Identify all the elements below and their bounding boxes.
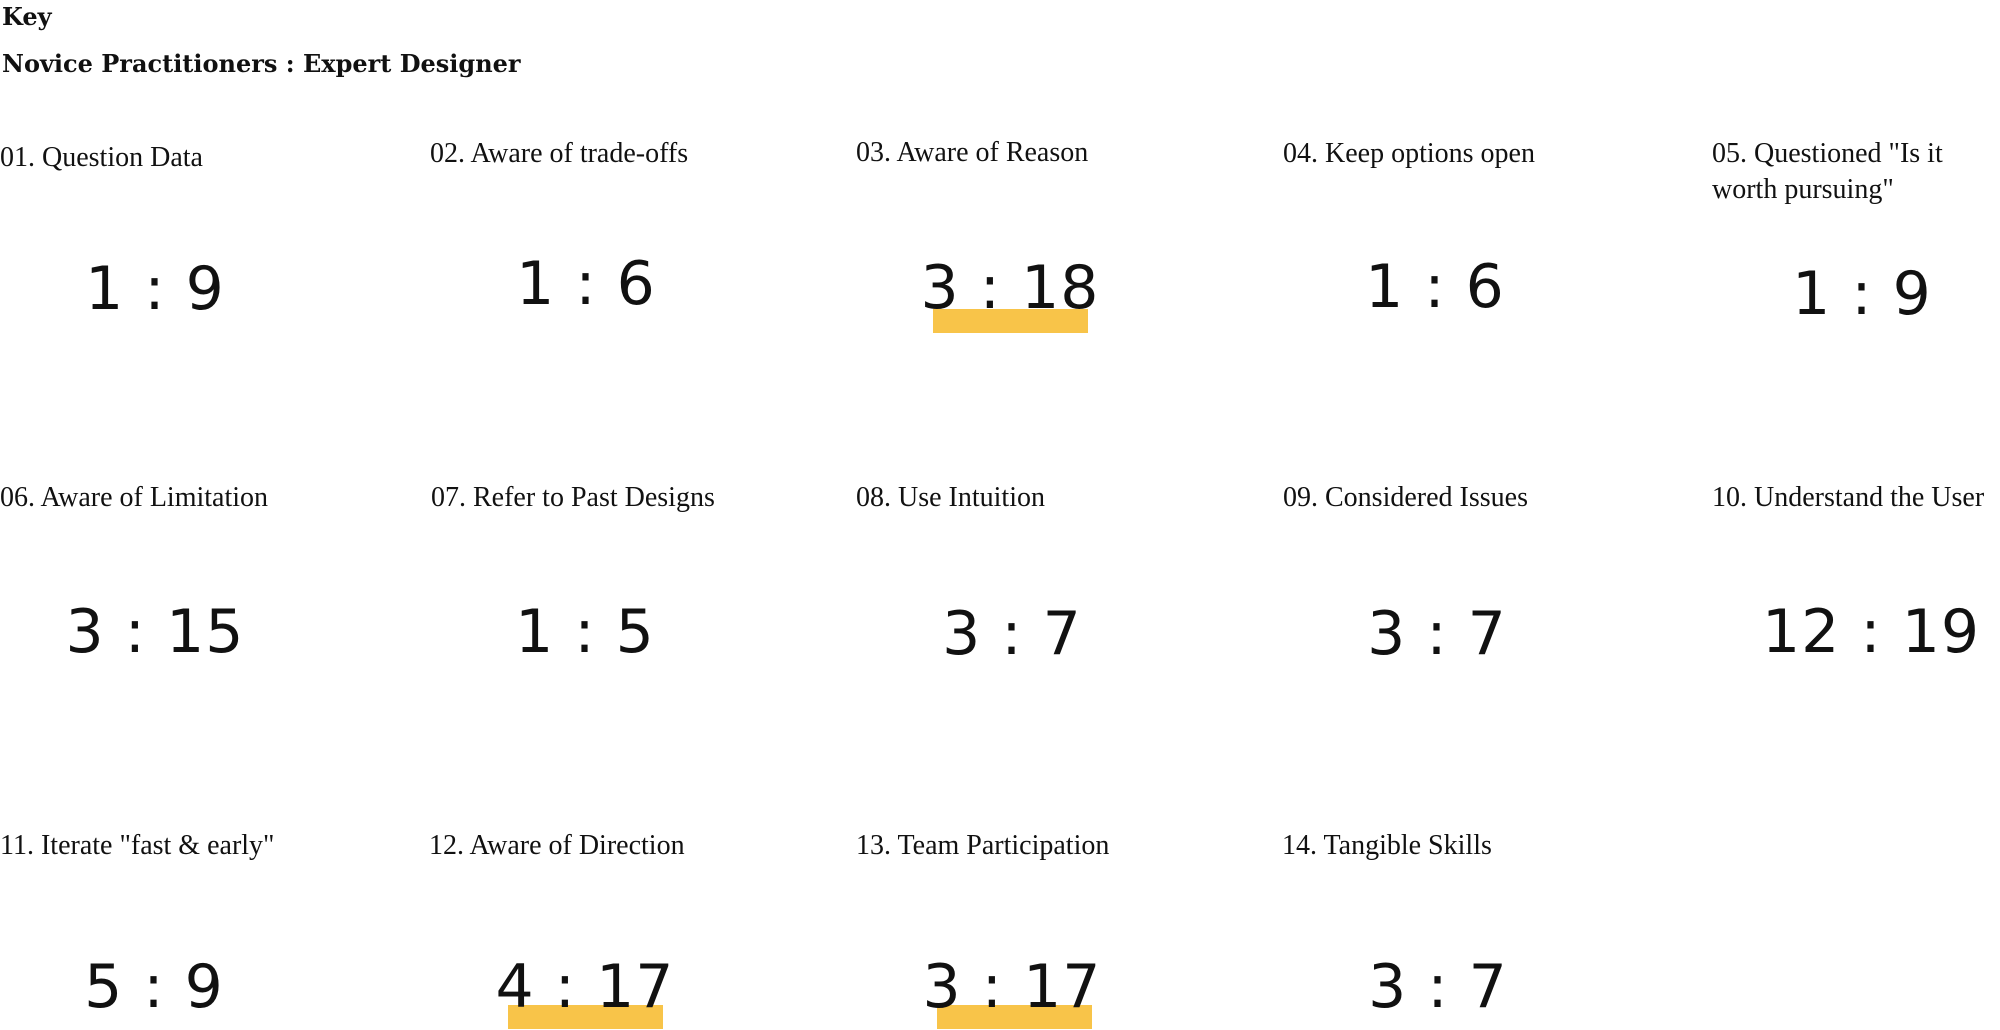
item-ratio-wrap: 3 : 7	[1338, 951, 1538, 1023]
item-ratio: 3 : 7	[1367, 599, 1507, 669]
item-label: 03. Aware of Reason	[856, 137, 1089, 168]
item-ratio-wrap: 1 : 6	[486, 248, 686, 320]
item-label: 14. Tangible Skills	[1282, 830, 1492, 861]
item-ratio: 3 : 18	[920, 253, 1100, 323]
item-ratio: 1 : 6	[1365, 252, 1505, 322]
item-label: 13. Team Participation	[856, 830, 1110, 861]
item-ratio-wrap: 1 : 9	[55, 253, 255, 325]
item-label: 02. Aware of trade-offs	[430, 138, 689, 169]
item-ratio: 1 : 9	[1792, 259, 1932, 329]
item-label: 11. Iterate "fast & early"	[0, 830, 275, 861]
item-ratio-wrap: 3 : 18	[910, 252, 1110, 324]
item-label: 09. Considered Issues	[1283, 482, 1528, 513]
item-ratio: 12 : 19	[1762, 597, 1981, 667]
item-label: 06. Aware of Limitation	[0, 482, 269, 513]
key-legend: Novice Practitioners : Expert Designer	[2, 49, 521, 78]
item-ratio: 3 : 7	[1368, 952, 1508, 1022]
item-ratio: 3 : 7	[942, 599, 1082, 669]
item-ratio-wrap: 12 : 19	[1762, 596, 1979, 668]
item-label: 04. Keep options open	[1283, 138, 1535, 169]
item-ratio-wrap: 3 : 17	[912, 951, 1112, 1023]
highlight-marker	[508, 1005, 663, 1029]
item-ratio: 1 : 5	[515, 597, 655, 667]
item-label: 05. Questioned "Is it worth pursuing"	[1712, 138, 1943, 205]
item-label: 10. Understand the User	[1712, 482, 1985, 513]
item-ratio: 3 : 15	[65, 597, 245, 667]
item-ratio: 3 : 17	[922, 952, 1102, 1022]
item-ratio-wrap: 1 : 9	[1762, 258, 1962, 330]
item-ratio: 4 : 17	[495, 952, 675, 1022]
item-ratio-wrap: 5 : 9	[54, 951, 254, 1023]
item-ratio-wrap: 1 : 6	[1335, 251, 1535, 323]
highlight-marker	[933, 309, 1088, 333]
item-label: 08. Use Intuition	[856, 482, 1045, 513]
key-title: Key	[2, 2, 52, 31]
item-ratio-wrap: 4 : 17	[485, 951, 685, 1023]
item-ratio-wrap: 3 : 7	[1337, 598, 1537, 670]
item-ratio-wrap: 3 : 15	[55, 596, 255, 668]
item-label: 07. Refer to Past Designs	[431, 482, 715, 513]
item-ratio: 5 : 9	[84, 952, 224, 1022]
highlight-marker	[937, 1005, 1092, 1029]
item-ratio: 1 : 6	[516, 249, 656, 319]
item-label: 12. Aware of Direction	[429, 830, 685, 861]
item-ratio-wrap: 1 : 5	[485, 596, 685, 668]
item-ratio: 1 : 9	[85, 254, 225, 324]
item-label: 01. Question Data	[0, 142, 203, 173]
item-ratio-wrap: 3 : 7	[912, 598, 1112, 670]
